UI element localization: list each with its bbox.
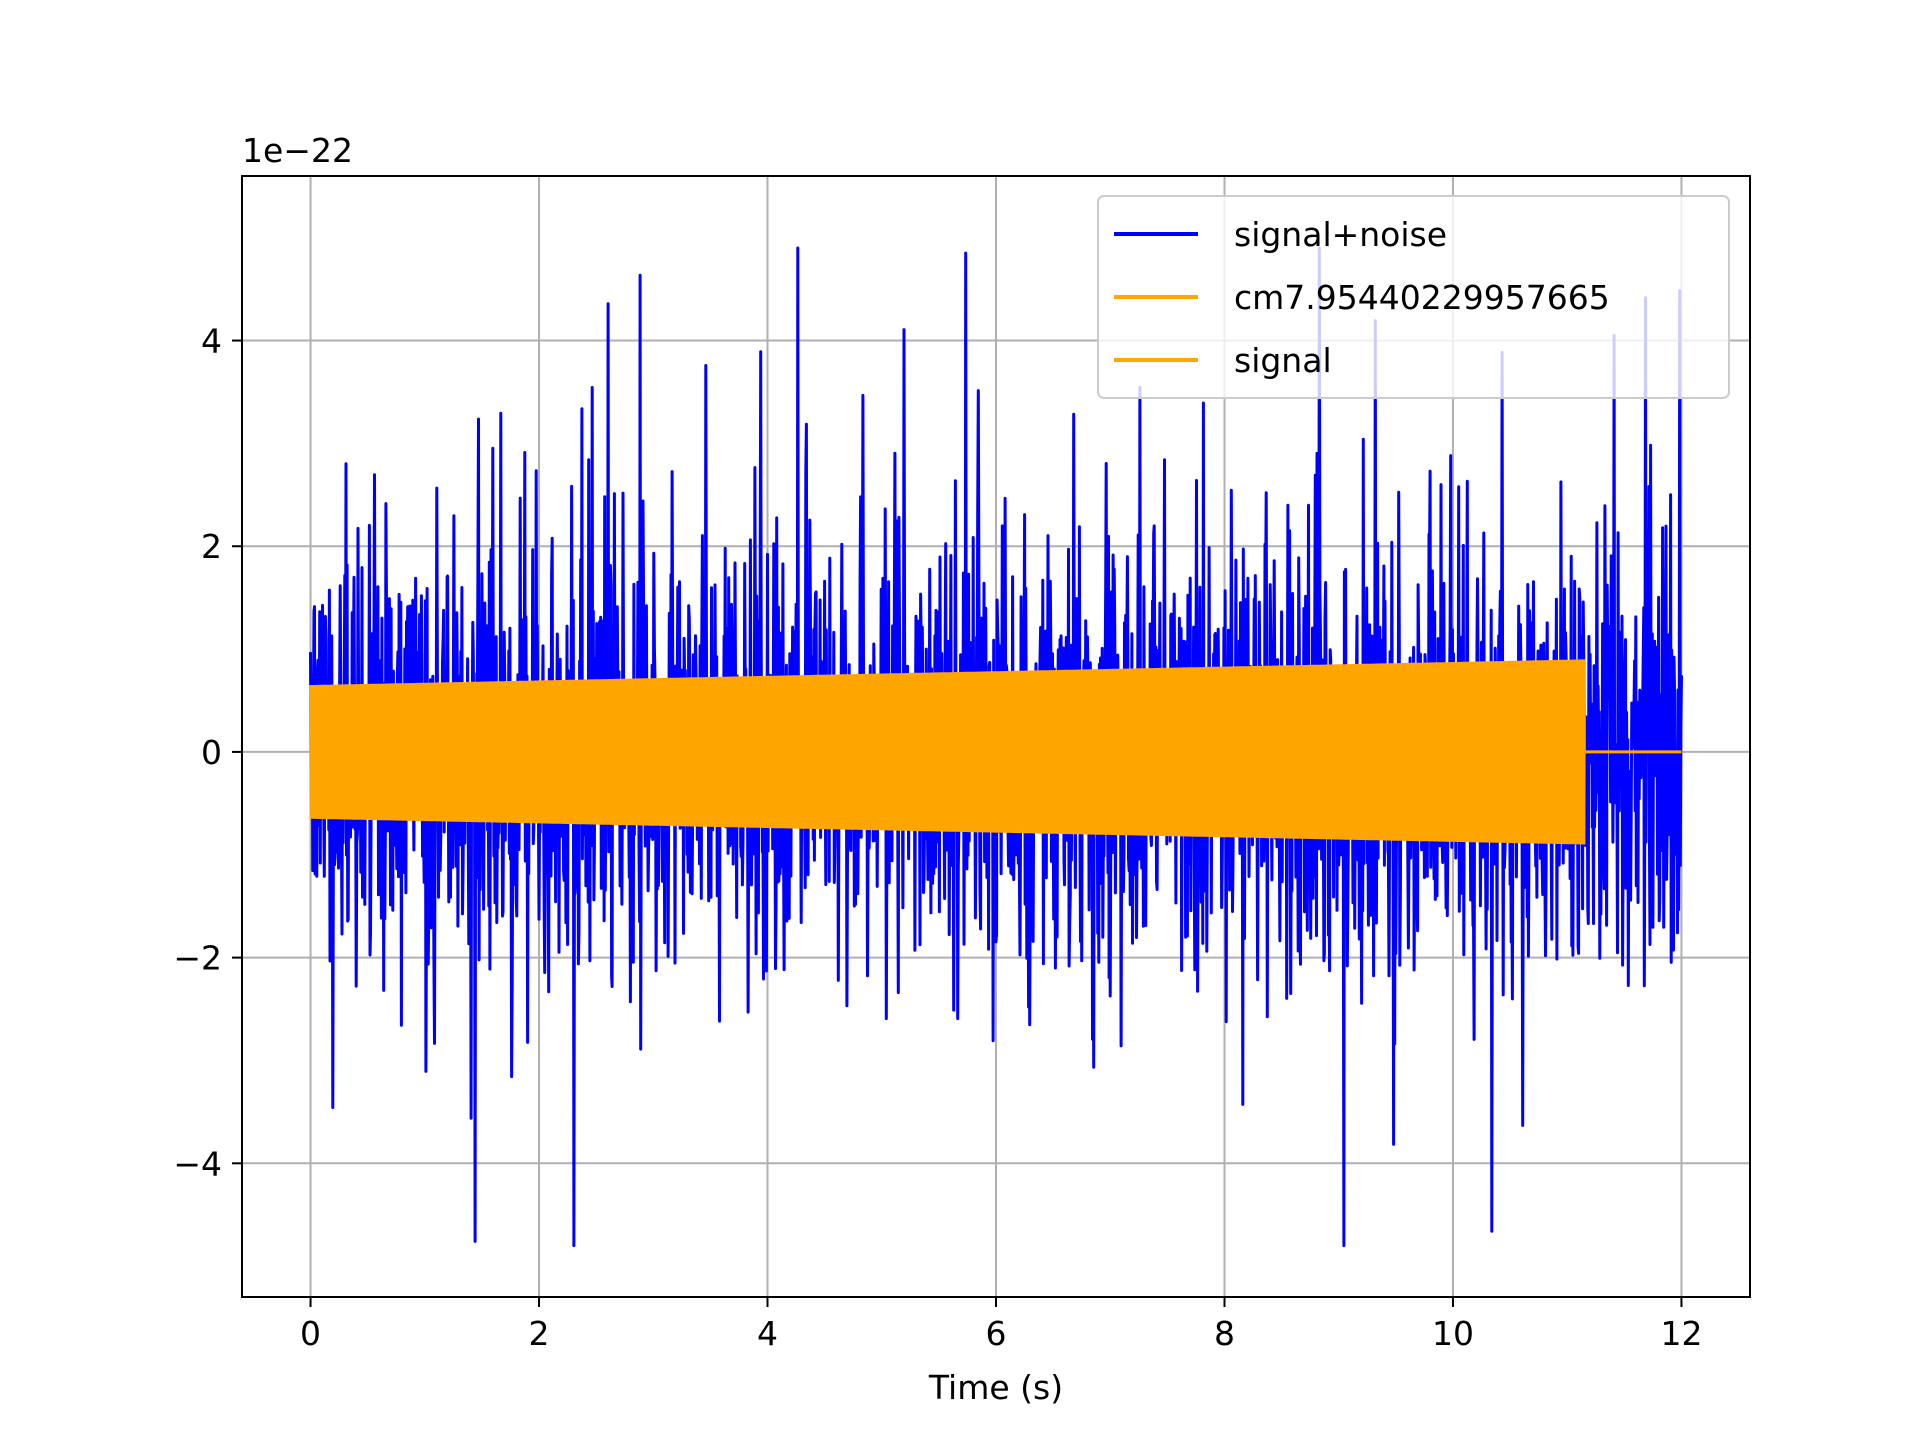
- y-tick-label: −2: [173, 939, 222, 978]
- series-signal-line: [309, 659, 1682, 845]
- x-tick-label: 4: [757, 1314, 778, 1353]
- x-tick-label: 10: [1432, 1314, 1474, 1353]
- y-tick-label: 4: [201, 322, 222, 361]
- x-tick-label: 12: [1660, 1314, 1702, 1353]
- legend: signal+noise cm7.95440229957665 signal: [1097, 195, 1730, 399]
- plot-area: [309, 246, 1683, 1248]
- legend-box: [1097, 195, 1730, 399]
- x-tick-label: 0: [300, 1314, 321, 1353]
- legend-label-signal-noise: signal+noise: [1234, 215, 1447, 254]
- y-tick-label: −4: [173, 1144, 222, 1183]
- x-tick-label: 6: [986, 1314, 1007, 1353]
- y-tick-label: 0: [201, 733, 222, 772]
- legend-label-signal: signal: [1234, 341, 1332, 380]
- y-offset-label: 1e−22: [242, 131, 353, 170]
- legend-label-cm: cm7.95440229957665: [1234, 278, 1610, 317]
- ticks: 0 2 4 6 8 10 12 −4 −2 0 2 4: [173, 322, 1702, 1353]
- x-tick-label: 8: [1214, 1314, 1235, 1353]
- y-tick-label: 2: [201, 527, 222, 566]
- x-axis-label: Time (s): [928, 1368, 1063, 1407]
- x-tick-label: 2: [529, 1314, 550, 1353]
